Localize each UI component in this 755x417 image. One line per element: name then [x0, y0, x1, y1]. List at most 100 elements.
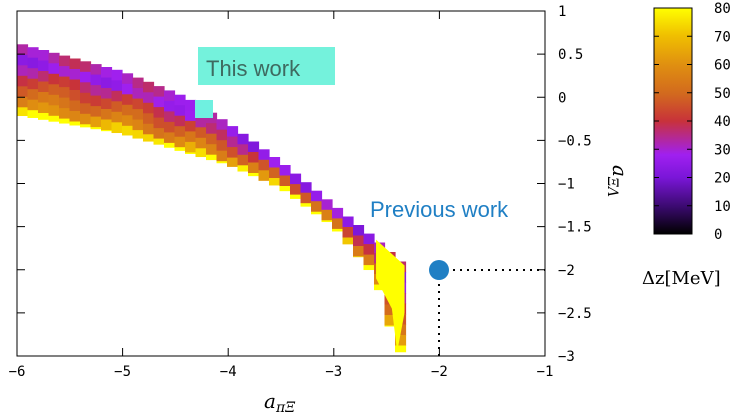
- heatmap-cell: [143, 102, 155, 114]
- heatmap-cell: [143, 92, 155, 104]
- heatmap-cell: [27, 57, 39, 69]
- heatmap-cell: [17, 96, 29, 108]
- heatmap-cell: [185, 131, 197, 143]
- heatmap-cell: [269, 157, 281, 169]
- heatmap-cell: [101, 77, 113, 89]
- heatmap-cell: [111, 101, 123, 113]
- heatmap-cell: [17, 65, 29, 77]
- heatmap-cell: [27, 78, 39, 90]
- heatmap-cell: [59, 66, 71, 78]
- heatmap-cell: [122, 73, 134, 85]
- heatmap-cell: [353, 246, 365, 258]
- heatmap-cell: [185, 99, 197, 111]
- heatmap-cell: [300, 182, 312, 194]
- heatmap-cell: [69, 121, 81, 126]
- heatmap-cell: [395, 335, 407, 347]
- heatmap-cell: [279, 186, 291, 192]
- heatmap-cell: [237, 144, 249, 156]
- heatmap-cell: [17, 54, 29, 66]
- heatmap-cell: [279, 165, 291, 177]
- heatmap-cell: [185, 141, 197, 153]
- colorbar-tick-label: 10: [714, 199, 731, 215]
- svg-text:a: a: [264, 389, 276, 413]
- heatmap-cell: [27, 110, 39, 118]
- heatmap-cell: [38, 60, 50, 72]
- heatmap-cell: [17, 107, 29, 117]
- heatmap-cell: [143, 123, 155, 135]
- heatmap-cell: [153, 86, 165, 98]
- heatmap-cell: [206, 154, 218, 161]
- heatmap-cell: [363, 233, 375, 245]
- heatmap-cell: [59, 97, 71, 109]
- x-tick-label: −2: [431, 364, 448, 380]
- y-tick-label: 1: [558, 4, 566, 20]
- heatmap-cell: [132, 130, 144, 139]
- heatmap-cell: [59, 87, 71, 99]
- heatmap-cell: [122, 94, 134, 106]
- colorbar: [653, 7, 693, 235]
- heatmap-cell: [206, 144, 218, 156]
- heatmap-cell: [69, 90, 81, 102]
- heatmap-cell: [80, 103, 92, 115]
- heatmap-cell: [17, 75, 29, 87]
- previous-work-marker: [429, 260, 449, 280]
- heatmap-cell: [227, 136, 239, 148]
- heatmap-cell: [237, 154, 249, 166]
- heatmap-cell: [395, 345, 407, 353]
- heatmap-cell: [174, 147, 186, 151]
- heatmap-cell: [122, 83, 134, 95]
- heatmap-cell: [384, 315, 396, 327]
- heatmap-cell: [174, 136, 186, 148]
- heatmap-cell: [248, 173, 260, 177]
- heatmap-cell: [101, 130, 113, 132]
- heatmap-cell: [206, 112, 218, 124]
- x-tick-label: −3: [325, 364, 342, 380]
- heatmap-cell: [216, 119, 228, 131]
- colorbar-tick-label: 60: [714, 58, 731, 74]
- y-tick-label: −1.5: [558, 220, 592, 236]
- heatmap-cell: [80, 113, 92, 125]
- svg-text:ΞΛ: ΞΛ: [604, 176, 620, 197]
- heatmap-cell: [374, 284, 386, 291]
- heatmap-cell: [164, 90, 176, 102]
- heatmap-cell: [48, 94, 60, 106]
- colorbar-tick-label: 20: [714, 171, 731, 187]
- heatmap-cell: [290, 194, 302, 199]
- heatmap-cell: [342, 227, 354, 239]
- heatmap-cell: [227, 157, 239, 167]
- heatmap-cell: [69, 58, 81, 70]
- heatmap-cell: [132, 88, 144, 100]
- y-tick-label: −0.5: [558, 133, 592, 149]
- heatmap-cell: [59, 55, 71, 67]
- heatmap-cell: [321, 199, 333, 211]
- heatmap-cell: [153, 138, 165, 145]
- heatmap-cell: [69, 69, 81, 81]
- heatmap-cell: [279, 175, 291, 187]
- heatmap-cell: [90, 74, 102, 86]
- colorbar-ticks: 0 10 20 30 40 50 60 70 80: [654, 1, 731, 243]
- heatmap-cell: [153, 107, 165, 119]
- heatmap-cell: [311, 190, 323, 202]
- colorbar-tick-label: 80: [714, 1, 731, 17]
- heatmap-cell: [27, 89, 39, 101]
- x-tick-label: −6: [9, 364, 26, 380]
- colorbar-tick-label: 0: [714, 227, 722, 243]
- heatmap-cell: [90, 95, 102, 107]
- heatmap-cell: [90, 106, 102, 118]
- heatmap-cell: [185, 120, 197, 132]
- previous-work-label: Previous work: [370, 197, 509, 222]
- heatmap-cell: [80, 92, 92, 104]
- x-tick-label: −4: [220, 364, 237, 380]
- heatmap-cell: [27, 99, 39, 111]
- heatmap-cell: [69, 79, 81, 91]
- heatmap-cell: [227, 126, 239, 138]
- heatmap-cell: [206, 123, 218, 135]
- heatmap-cell: [38, 92, 50, 104]
- heatmap-cell: [101, 119, 113, 131]
- this-work-label-bg: [198, 47, 335, 85]
- svg-text:a: a: [608, 165, 632, 177]
- heatmap-cell: [132, 109, 144, 121]
- heatmap-cell: [300, 192, 312, 204]
- heatmap-cell: [311, 211, 323, 215]
- heatmap-cell: [206, 133, 218, 145]
